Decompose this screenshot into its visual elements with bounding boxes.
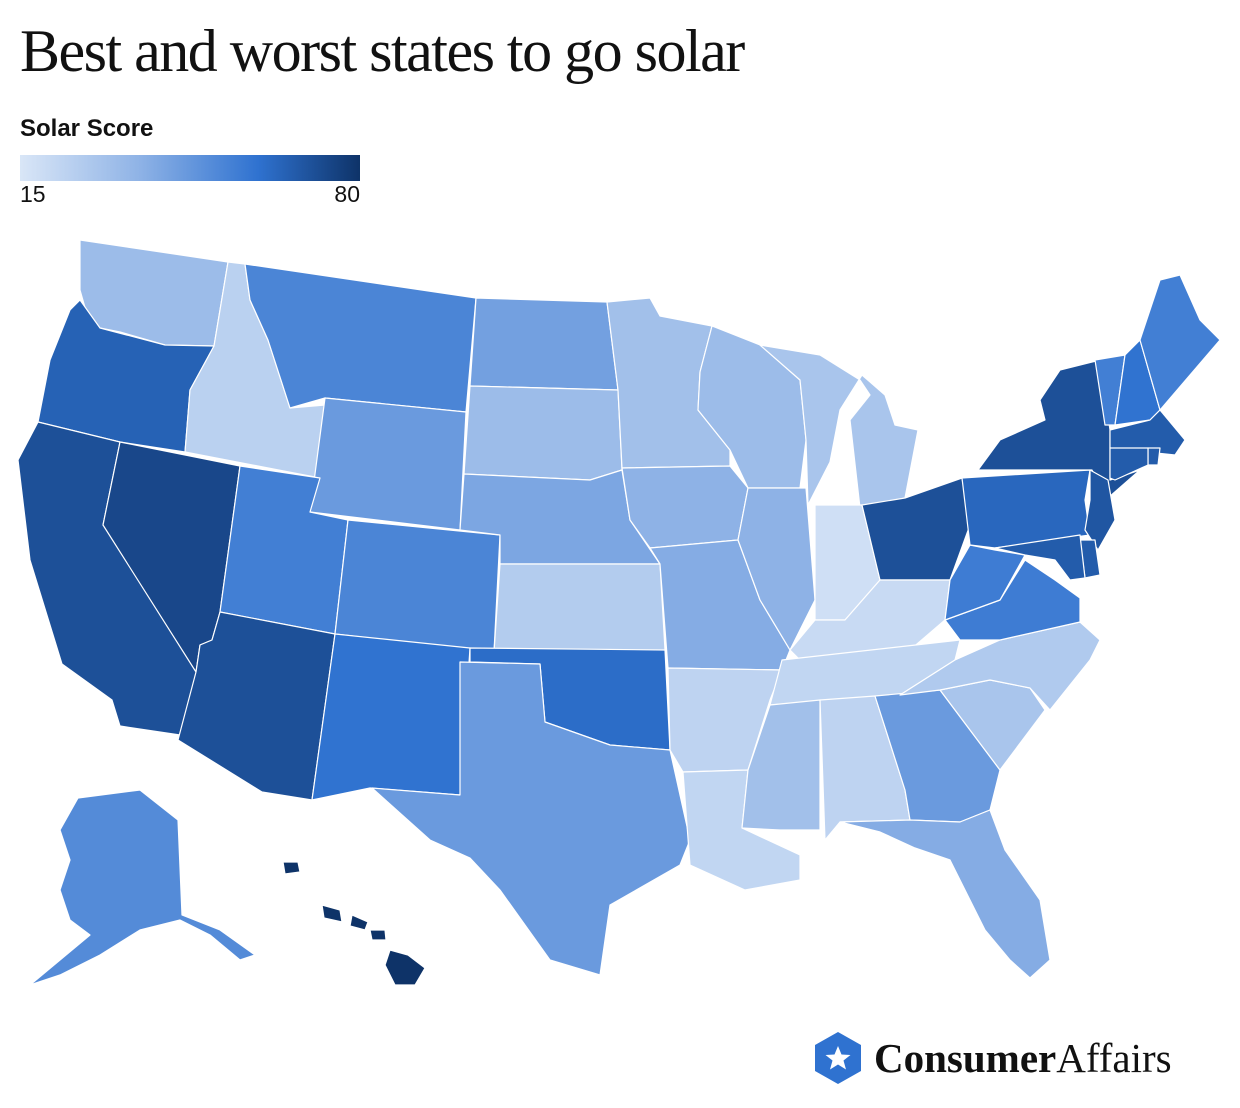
state-south-dakota[interactable] [463, 385, 623, 481]
legend-title: Solar Score [20, 115, 154, 142]
state-colorado[interactable] [334, 519, 501, 653]
state-virginia[interactable] [944, 559, 1081, 641]
state-north-carolina[interactable] [899, 621, 1101, 711]
state-wyoming[interactable] [309, 397, 467, 531]
legend-max-label: 80 [334, 181, 360, 207]
state-connecticut[interactable] [1109, 447, 1149, 481]
state-florida[interactable] [839, 809, 1051, 979]
brand-name-bold: Consumer [874, 1035, 1057, 1081]
state-rhode-island[interactable] [1147, 447, 1161, 466]
star-hexagon-icon [815, 1032, 861, 1084]
state-iowa[interactable] [621, 465, 749, 549]
brand-name-regular: Affairs [1056, 1035, 1172, 1081]
consumer-affairs-logo: ConsumerAffairs [810, 1028, 1230, 1088]
page-title: Best and worst states to go solar [20, 18, 745, 84]
state-hawaii[interactable] [282, 861, 426, 986]
state-texas[interactable] [371, 661, 691, 976]
legend-color-bar [20, 155, 360, 181]
legend: Solar Score 15 80 [20, 115, 360, 209]
state-kansas[interactable] [493, 563, 666, 653]
state-michigan[interactable] [759, 344, 919, 509]
legend-min-label: 15 [20, 181, 46, 207]
legend-ticks: 15 80 [20, 181, 360, 209]
state-alaska[interactable] [29, 789, 256, 986]
state-new-jersey[interactable] [1084, 469, 1116, 551]
state-new-mexico[interactable] [311, 633, 471, 801]
state-north-dakota[interactable] [469, 297, 619, 391]
brand-wordmark: ConsumerAffairs [874, 1034, 1172, 1082]
state-maryland[interactable] [994, 534, 1086, 581]
